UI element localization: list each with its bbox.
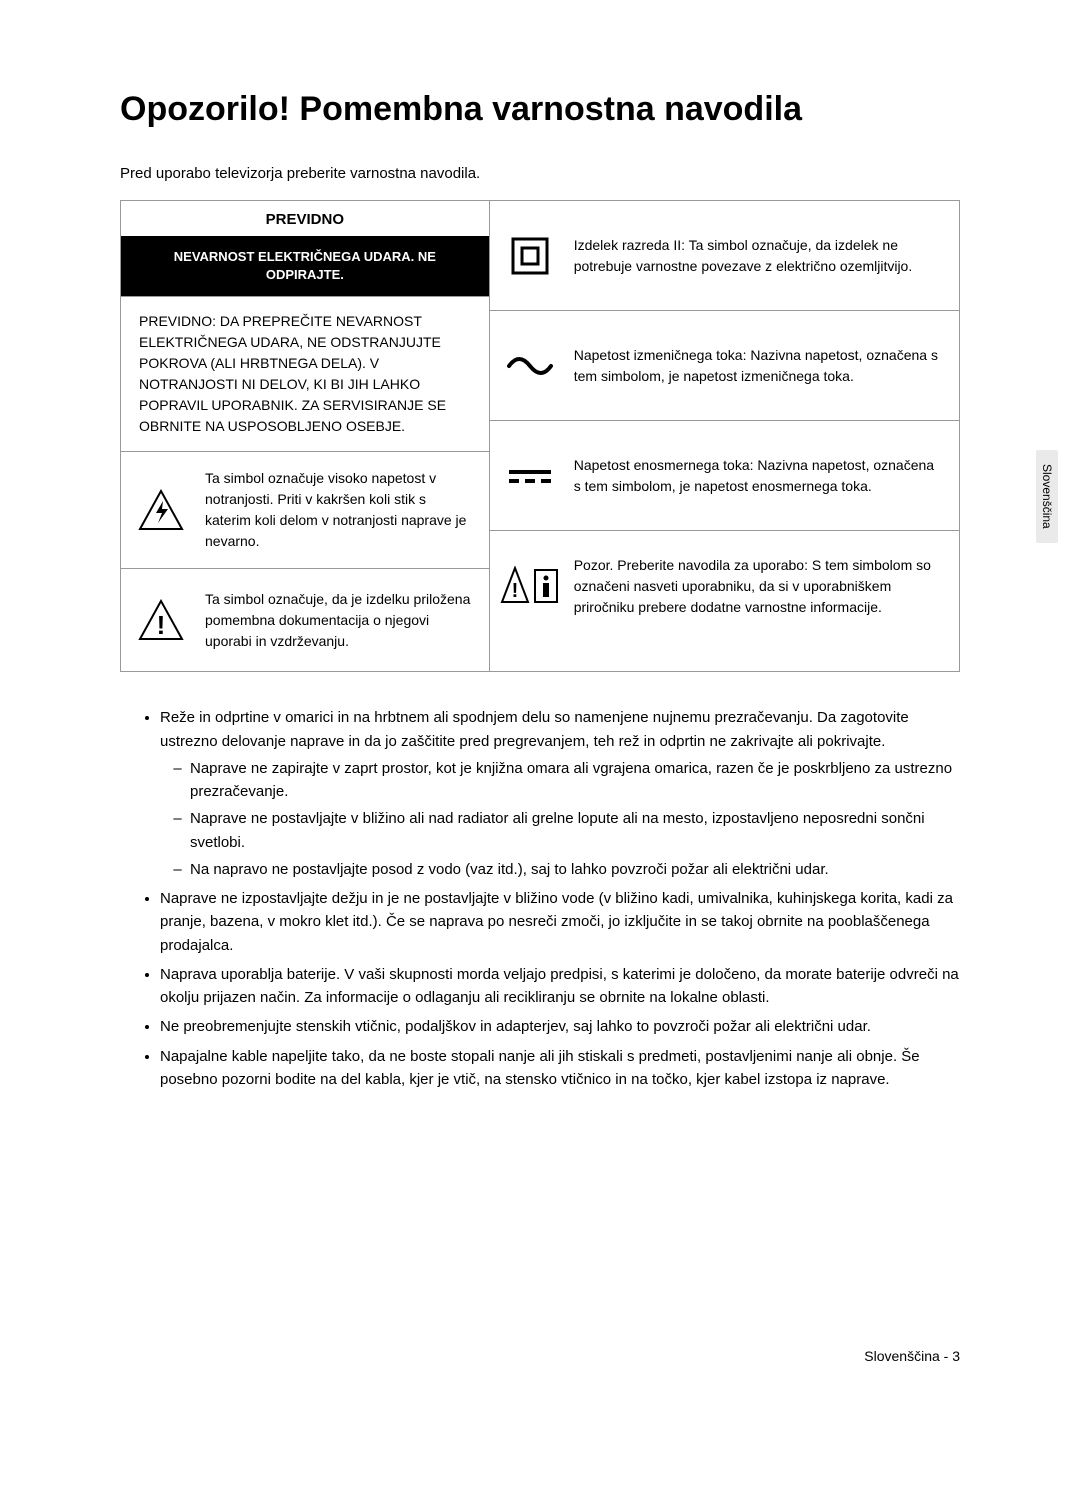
ac-voltage-icon bbox=[490, 338, 570, 394]
caution-label: PREVIDNO bbox=[121, 201, 489, 236]
caution-header: PREVIDNO NEVARNOST ELEKTRIČNEGA UDARA. N… bbox=[121, 201, 489, 297]
safety-bullets: Reže in odprtine v omarici in na hrbtnem… bbox=[120, 706, 960, 1091]
table-row: Napetost enosmernega toka: Nazivna napet… bbox=[490, 421, 959, 531]
table-right-column: Izdelek razreda II: Ta simbol označuje, … bbox=[490, 201, 959, 671]
page-footer: Slovenščina - 3 bbox=[864, 1348, 960, 1364]
table-row: ! Ta simbol označuje, da je izdelku pril… bbox=[121, 569, 489, 671]
table-left-column: PREVIDNO NEVARNOST ELEKTRIČNEGA UDARA. N… bbox=[121, 201, 490, 671]
list-item: Ne preobremenjujte stenskih vtičnic, pod… bbox=[160, 1015, 960, 1038]
page-title: Opozorilo! Pomembna varnostna navodila bbox=[120, 90, 960, 129]
table-row: Ta simbol označuje visoko napetost v not… bbox=[121, 452, 489, 569]
class-ii-icon bbox=[490, 220, 570, 292]
high-voltage-icon bbox=[121, 473, 201, 547]
list-item: Reže in odprtine v omarici in na hrbtnem… bbox=[160, 706, 960, 881]
list-item: Napajalne kable napeljite tako, da ne bo… bbox=[160, 1045, 960, 1092]
read-manual-icon: ! bbox=[490, 550, 570, 622]
table-row: ! Pozor. Preberite navodila za uporabo: … bbox=[490, 531, 959, 641]
row-text: Napetost enosmernega toka: Nazivna napet… bbox=[570, 439, 959, 513]
row-text: Ta simbol označuje, da je izdelku prilož… bbox=[201, 573, 489, 668]
table-row: Napetost izmeničnega toka: Nazivna napet… bbox=[490, 311, 959, 421]
list-item: Naprava uporablja baterije. V vaši skupn… bbox=[160, 963, 960, 1010]
list-item: Na napravo ne postavljajte posod z vodo … bbox=[190, 858, 960, 881]
list-item: Naprave ne izpostavljajte dežju in je ne… bbox=[160, 887, 960, 957]
row-text: Ta simbol označuje visoko napetost v not… bbox=[201, 452, 489, 568]
documentation-icon: ! bbox=[121, 583, 201, 657]
intro-text: Pred uporabo televizorja preberite varno… bbox=[120, 165, 960, 182]
warning-table: PREVIDNO NEVARNOST ELEKTRIČNEGA UDARA. N… bbox=[120, 200, 960, 672]
dc-voltage-icon bbox=[490, 450, 570, 502]
list-item: Naprave ne postavljajte v bližino ali na… bbox=[190, 807, 960, 854]
row-text: Izdelek razreda II: Ta simbol označuje, … bbox=[570, 219, 959, 293]
svg-text:!: ! bbox=[511, 580, 518, 602]
svg-text:!: ! bbox=[157, 610, 166, 640]
row-text: Pozor. Preberite navodila za uporabo: S … bbox=[570, 539, 959, 634]
language-tab: Slovenščina bbox=[1036, 450, 1058, 543]
list-item: Naprave ne zapirajte v zaprt prostor, ko… bbox=[190, 757, 960, 804]
row-text: Napetost izmeničnega toka: Nazivna napet… bbox=[570, 329, 959, 403]
caution-banner: NEVARNOST ELEKTRIČNEGA UDARA. NE ODPIRAJ… bbox=[121, 236, 489, 296]
caution-body: PREVIDNO: DA PREPREČITE NEVARNOST ELEKTR… bbox=[121, 297, 489, 452]
table-row: Izdelek razreda II: Ta simbol označuje, … bbox=[490, 201, 959, 311]
